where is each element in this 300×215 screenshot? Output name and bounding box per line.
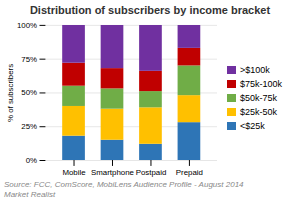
html-text:$25k-50k: $25k-50k <box>240 107 277 118</box>
svg-text:Mobile: Mobile <box>62 168 86 177</box>
svg-text:Prepaid: Prepaid <box>176 168 203 177</box>
svg-text:100%: 100% <box>17 21 37 30</box>
html-text:>$100k: >$100k <box>240 65 270 76</box>
html-text:<$25k: <$25k <box>240 121 265 132</box>
svg-text:% of subscribers: % of subscribers <box>6 64 15 122</box>
html-text:$50k-75k: $50k-75k <box>240 93 277 104</box>
svg-text:Smartphone: Smartphone <box>91 168 135 177</box>
html-text:Distribution of subscribers by: Distribution of subscribers by income br… <box>29 4 271 16</box>
svg-text:Postpaid: Postpaid <box>136 168 167 177</box>
html-text:$75k-100k: $75k-100k <box>240 79 282 90</box>
html-text:Market Realist: Market Realist <box>4 189 56 199</box>
svg-text:25%: 25% <box>21 122 37 131</box>
svg-text:50%: 50% <box>21 88 37 97</box>
svg-text:75%: 75% <box>21 55 37 64</box>
svg-text:0%: 0% <box>26 156 37 165</box>
html-text:Source: FCC, ComScore, MobiLen: Source: FCC, ComScore, MobiLens Audience… <box>4 179 244 189</box>
